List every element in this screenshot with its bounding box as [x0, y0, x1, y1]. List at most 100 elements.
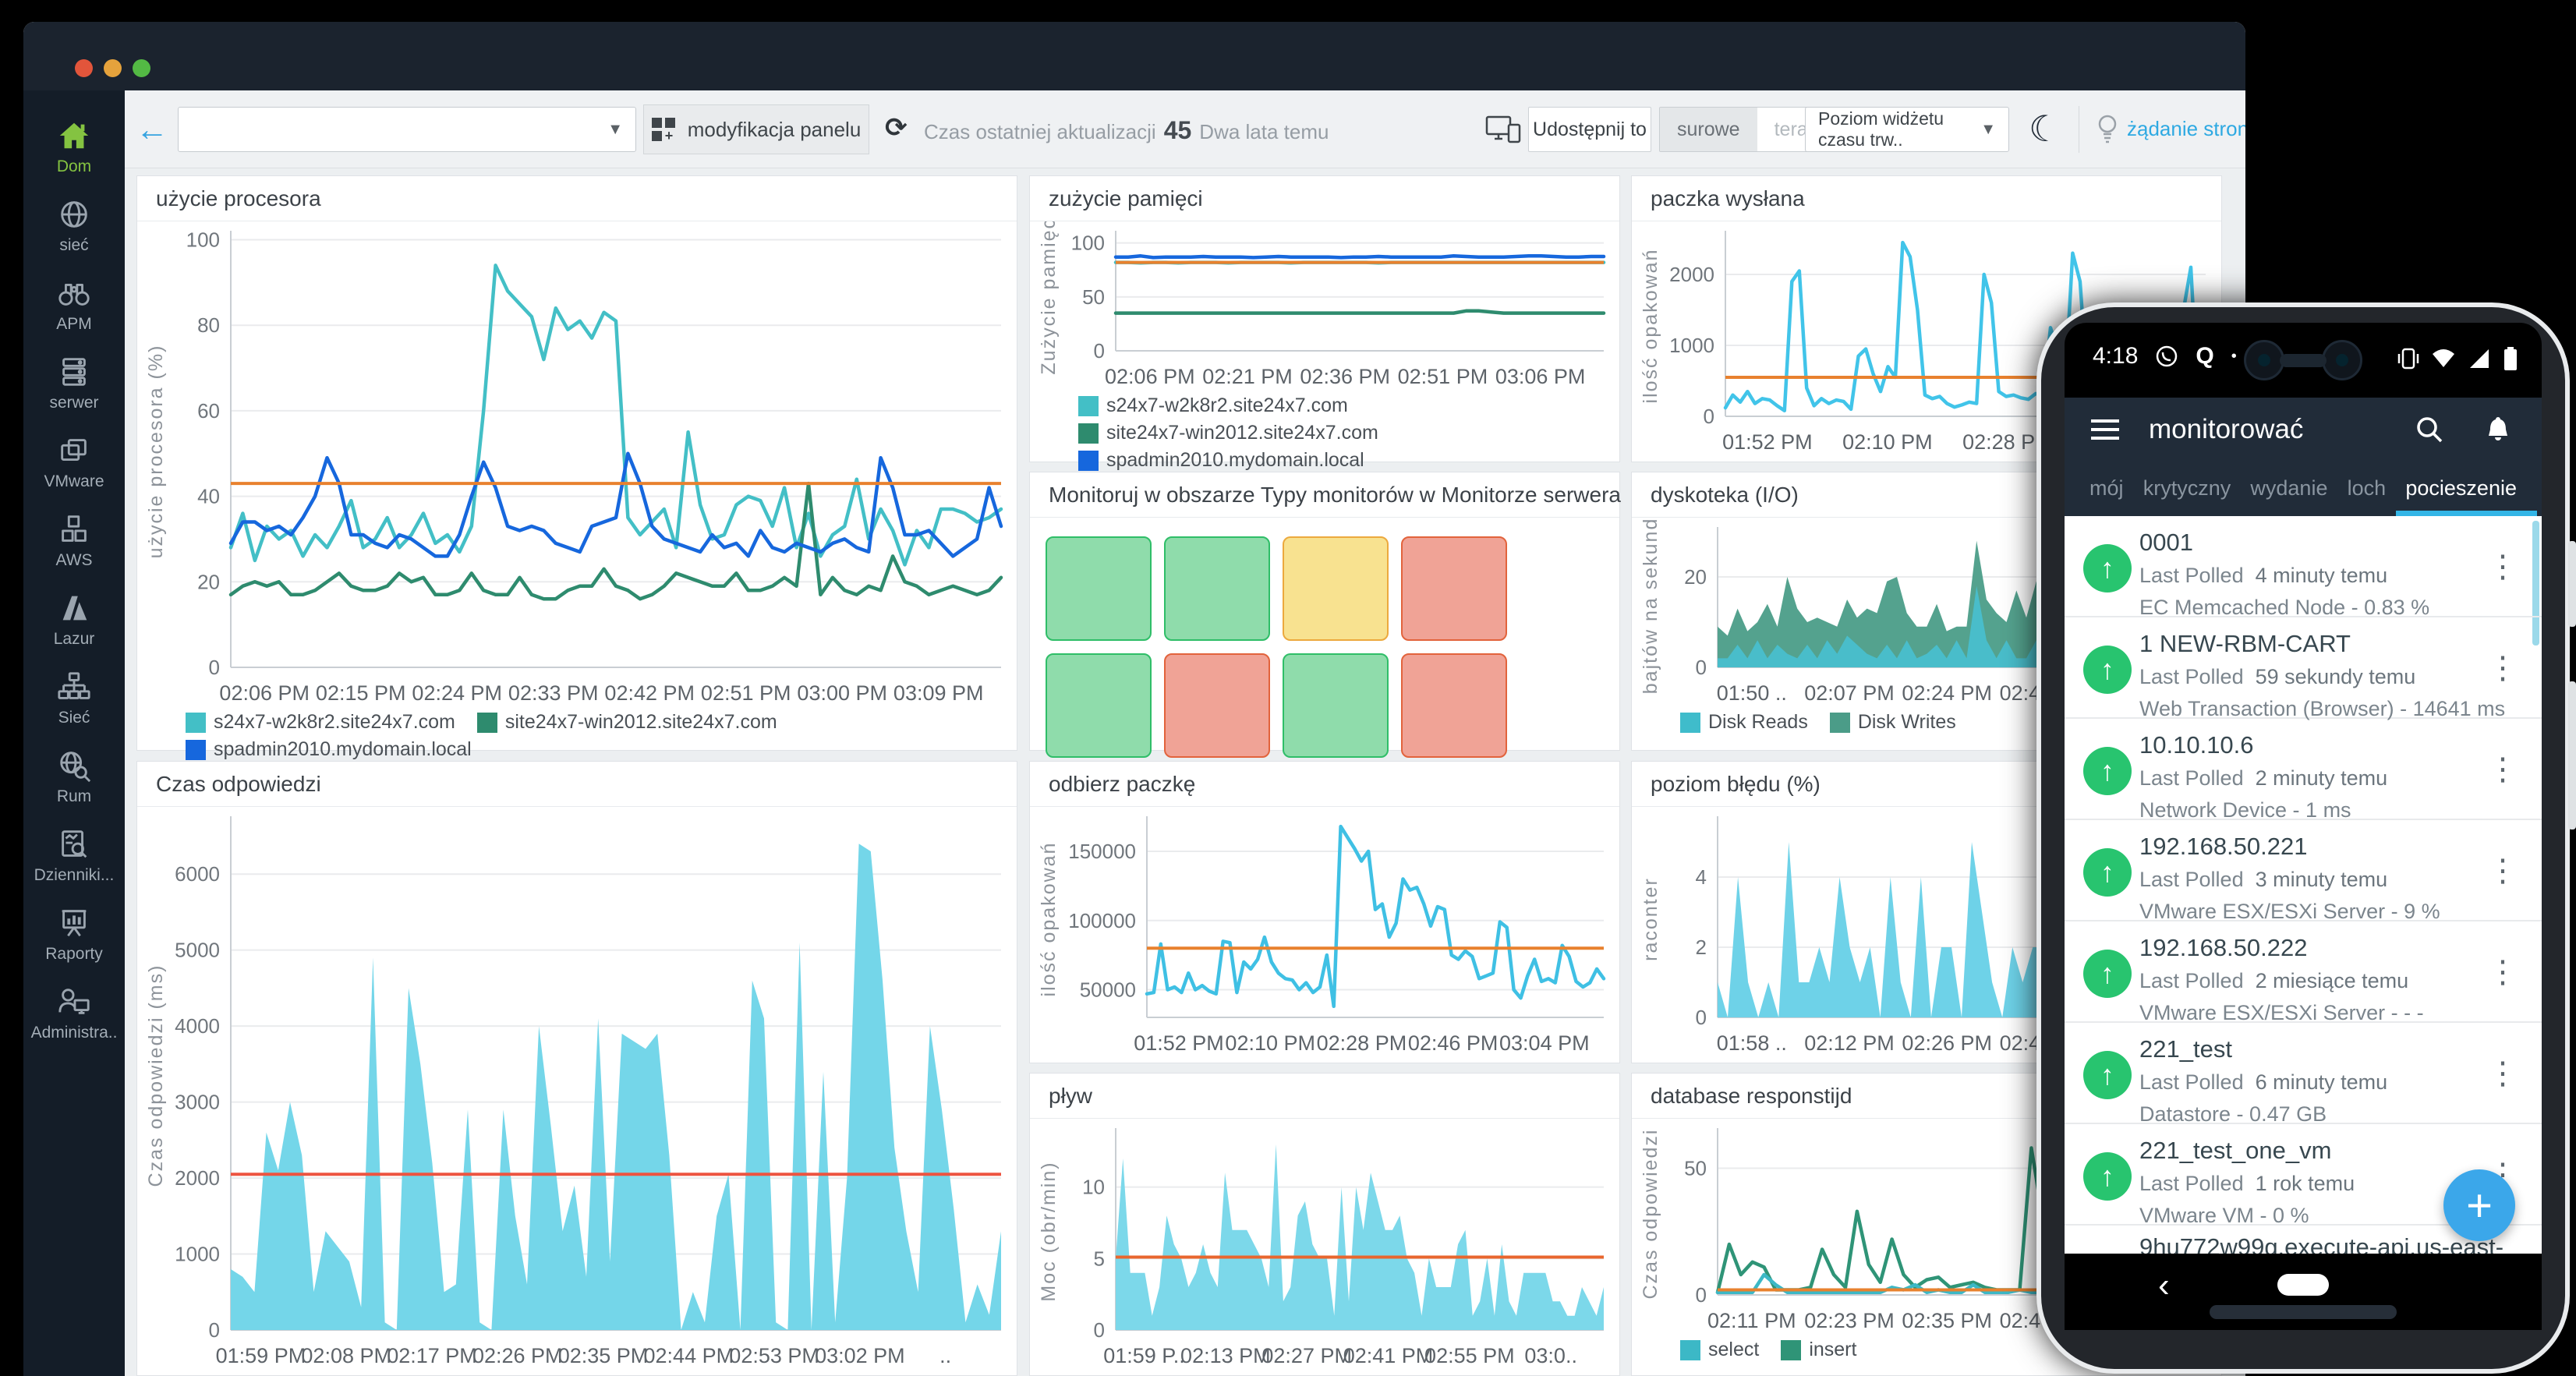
sidebar-item-dom[interactable]: Dom: [23, 108, 125, 186]
minimize-window-button[interactable]: [104, 59, 122, 77]
toggle-raw[interactable]: surowe: [1660, 108, 1757, 151]
kebab-menu-icon[interactable]: ⋮: [2487, 549, 2518, 585]
monitor-list-item[interactable]: ↑10.10.10.6Last Polled 2 minuty temuNetw…: [2065, 719, 2542, 820]
sidebar-item-dzienniki[interactable]: Dzienniki...: [23, 816, 125, 895]
monitor-status-block-warning[interactable]: [1283, 536, 1389, 641]
monitor-status-block-critical[interactable]: [1401, 653, 1507, 758]
globe-icon: [56, 196, 92, 232]
dark-mode-toggle-icon[interactable]: ☾: [2029, 108, 2061, 150]
sidebar-item-sie[interactable]: sieć: [23, 186, 125, 265]
sidebar-item-rum[interactable]: Rum: [23, 738, 125, 816]
kebab-menu-icon[interactable]: ⋮: [2487, 853, 2518, 889]
svg-text:40: 40: [197, 485, 220, 508]
sidebar-item-label: Administra..: [31, 1024, 118, 1042]
bell-icon[interactable]: [2482, 414, 2514, 445]
svg-text:4: 4: [1696, 865, 1707, 889]
svg-text:02:23 PM: 02:23 PM: [1804, 1309, 1895, 1332]
phone-tab-krytyczny[interactable]: krytyczny: [2139, 476, 2236, 516]
monitor-status-block-up[interactable]: [1046, 536, 1152, 641]
monitor-name: 192.168.50.221: [2139, 833, 2542, 861]
svg-text:raconter: raconter: [1640, 877, 1661, 961]
svg-text:0: 0: [1696, 1283, 1707, 1307]
monitor-list-item[interactable]: ↑192.168.50.222Last Polled 2 miesiące te…: [2065, 921, 2542, 1023]
svg-text:03:09 PM: 03:09 PM: [893, 681, 984, 705]
widget-duration-select[interactable]: Poziom widżetu czasu trw.. ▼: [1805, 107, 2009, 152]
speaker-grill: [2280, 354, 2327, 367]
monitor-list-item[interactable]: ↑221_testLast Polled 6 minuty temuDatast…: [2065, 1023, 2542, 1124]
monitor-status-block-up[interactable]: [1283, 653, 1389, 758]
panel-title: paczka wysłana: [1651, 186, 1805, 211]
sidebar-item-lazur[interactable]: Lazur: [23, 580, 125, 659]
legend-label: s24x7-w2k8r2.site24x7.com: [214, 711, 455, 734]
kebab-menu-icon[interactable]: ⋮: [2487, 954, 2518, 990]
server-icon: [56, 354, 92, 390]
monitor-status-block-up[interactable]: [1046, 653, 1152, 758]
chart-legend: s24x7-w2k8r2.site24x7.comsite24x7-win201…: [137, 711, 1017, 761]
maximize-window-button[interactable]: [133, 59, 150, 77]
page-request-label: żądanie strony: [2127, 117, 2245, 141]
legend-item: s24x7-w2k8r2.site24x7.com: [186, 711, 455, 734]
refresh-icon[interactable]: ⟳: [885, 112, 908, 143]
svg-text:ilość opakowań: ilość opakowań: [1038, 842, 1060, 997]
monitor-list-item[interactable]: ↑192.168.50.221Last Polled 3 minuty temu…: [2065, 820, 2542, 921]
monitor-list-item[interactable]: ↑0001Last Polled 4 minuty temuEC Memcach…: [2065, 516, 2542, 617]
status-time: 4:18: [2093, 343, 2138, 370]
share-button[interactable]: Udostępnij to: [1528, 107, 1651, 152]
svg-text:02:21 PM: 02:21 PM: [1202, 365, 1293, 388]
monitor-status-block-critical[interactable]: [1164, 653, 1270, 758]
sidebar-item-administra[interactable]: Administra..: [23, 974, 125, 1052]
sidebar-item-apm[interactable]: APM: [23, 265, 125, 344]
svg-text:01:59 P..: 01:59 P..: [1103, 1344, 1185, 1367]
close-window-button[interactable]: [75, 59, 93, 77]
gesture-bar: [2210, 1305, 2397, 1319]
sidebar-item-serwer[interactable]: serwer: [23, 344, 125, 423]
sidebar-item-sie[interactable]: Sieć: [23, 659, 125, 738]
legend-label: s24x7-w2k8r2.site24x7.com: [1106, 394, 1348, 417]
phone-tab-wydanie[interactable]: wydanie: [2245, 476, 2332, 516]
rum-icon: [56, 748, 92, 784]
svg-text:50000: 50000: [1080, 978, 1136, 1002]
add-monitor-fab[interactable]: +: [2443, 1169, 2515, 1241]
svg-text:0: 0: [1696, 1006, 1707, 1029]
monitor-status-block-up[interactable]: [1164, 536, 1270, 641]
sidebar: DomsiećAPM serwer VMwareAWSLazurSiećRum Dzi…: [23, 90, 125, 1376]
svg-text:02:24 PM: 02:24 PM: [1902, 681, 1992, 705]
last-update-count: 45: [1164, 116, 1192, 144]
svg-text:użycie procesora (%): użycie procesora (%): [145, 345, 167, 559]
phone-tab-loch[interactable]: loch: [2343, 476, 2391, 516]
kebab-menu-icon[interactable]: ⋮: [2487, 752, 2518, 787]
monitor-status-block-critical[interactable]: [1401, 536, 1507, 641]
legend-item: select: [1680, 1339, 1759, 1361]
devices-icon[interactable]: [1485, 112, 1523, 147]
phone-tab-mj[interactable]: mój: [2085, 476, 2128, 516]
dashboard-select[interactable]: ▼: [178, 107, 636, 152]
panel-memory-usage: zużycie pamięci 05010002:06 PM02:21 PM02…: [1029, 175, 1620, 462]
svg-text:1000: 1000: [1669, 334, 1714, 357]
monitor-name: 0001: [2139, 529, 2542, 557]
svg-text:Czas odpowiedzi: Czas odpowiedzi: [1640, 1129, 1661, 1300]
sidebar-item-vmware[interactable]: VMware: [23, 423, 125, 501]
sidebar-item-label: Dzienniki...: [34, 866, 115, 885]
legend-swatch: [1078, 423, 1099, 444]
legend-label: select: [1708, 1339, 1759, 1361]
svg-text:80: 80: [197, 313, 220, 337]
edit-panel-button[interactable]: + modyfikacja panelu: [643, 104, 869, 154]
kebab-menu-icon[interactable]: ⋮: [2487, 650, 2518, 686]
nav-home-button[interactable]: [2277, 1274, 2329, 1296]
svg-text:02:44 PM: 02:44 PM: [644, 1344, 734, 1367]
panel-title: dyskoteka (I/O): [1651, 483, 1799, 508]
sidebar-item-raporty[interactable]: Raporty: [23, 895, 125, 974]
page-request-link[interactable]: żądanie strony: [2096, 114, 2245, 143]
back-button[interactable]: ←: [136, 111, 168, 148]
kebab-menu-icon[interactable]: ⋮: [2487, 1056, 2518, 1091]
panel-title: pływ: [1049, 1084, 1092, 1109]
sidebar-item-label: serwer: [49, 394, 98, 412]
svg-text:02:51 PM: 02:51 PM: [1398, 365, 1488, 388]
menu-icon[interactable]: [2091, 414, 2119, 445]
svg-text:03:06 PM: 03:06 PM: [1495, 365, 1586, 388]
monitor-list-item[interactable]: ↑1 NEW-RBM-CARTLast Polled 59 sekundy te…: [2065, 617, 2542, 719]
phone-tab-pocieszenie[interactable]: pocieszenie: [2401, 476, 2521, 516]
nav-back-button[interactable]: ‹: [2158, 1266, 2170, 1305]
search-icon[interactable]: [2414, 414, 2445, 445]
sidebar-item-aws[interactable]: AWS: [23, 501, 125, 580]
